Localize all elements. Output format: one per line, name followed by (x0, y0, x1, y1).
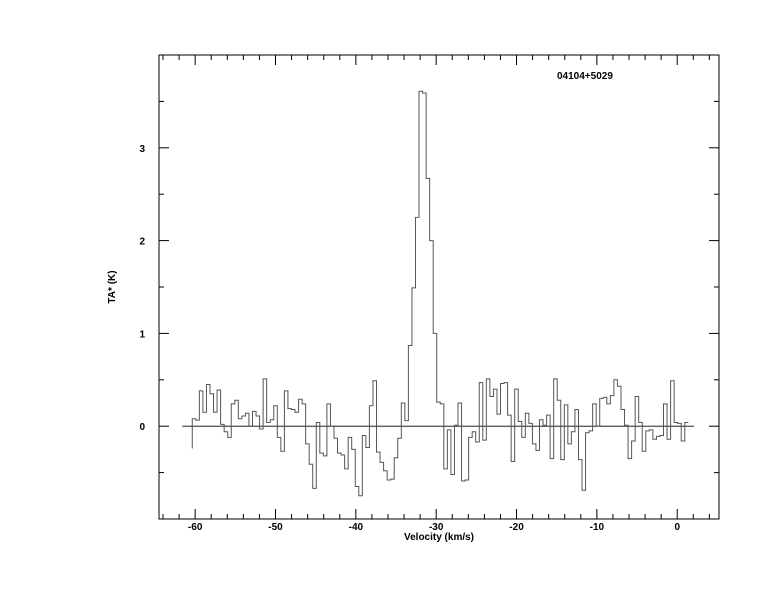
y-tick-label: 0 (139, 422, 145, 433)
x-tick-label: -40 (349, 522, 364, 533)
x-tick-label: -10 (590, 522, 605, 533)
x-axis-label: Velocity (km/s) (404, 532, 474, 543)
y-axis-label: TA* (K) (107, 270, 118, 303)
y-tick-label: 3 (139, 144, 145, 155)
y-tick-label: 2 (139, 237, 145, 248)
x-tick-label: -50 (268, 522, 283, 533)
axis-ticks (159, 54, 719, 520)
plot-frame (158, 54, 720, 520)
y-tick-labels: 0 1 2 3 (139, 144, 145, 433)
y-tick-label: 1 (139, 329, 145, 340)
x-tick-label: -20 (509, 522, 524, 533)
source-annotation: 04104+5029 (557, 71, 613, 82)
x-tick-label: -60 (188, 522, 203, 533)
x-tick-label: 0 (674, 522, 680, 533)
x-tick-label: -30 (429, 522, 444, 533)
spectrum-trace (191, 90, 689, 497)
x-tick-labels: -60 -50 -40 -30 -20 -10 0 (188, 522, 681, 533)
